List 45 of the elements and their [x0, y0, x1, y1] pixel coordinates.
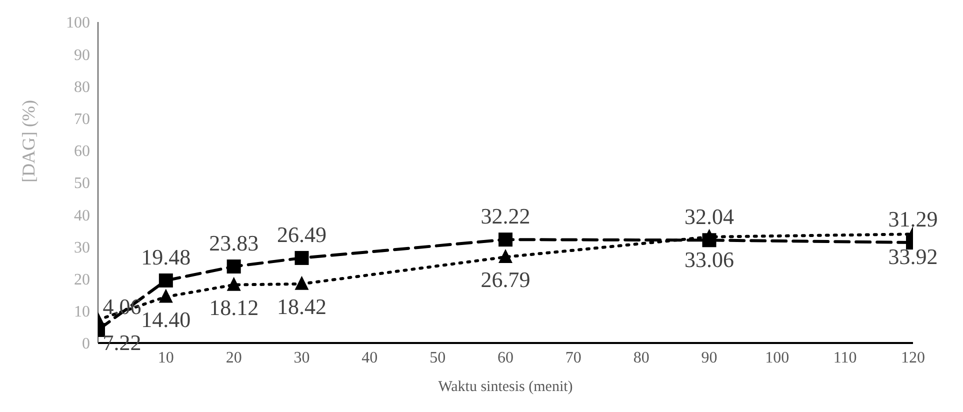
y-tick-label: 40 [74, 207, 90, 224]
x-tick-label: 40 [362, 349, 378, 366]
point [498, 232, 512, 247]
data-label: 18.12 [209, 294, 259, 320]
x-tick-label: 50 [430, 349, 446, 366]
x-tick-label: 90 [701, 349, 718, 366]
y-tick-label: 60 [74, 143, 90, 160]
point [498, 249, 512, 264]
point [226, 276, 241, 291]
point [294, 276, 309, 290]
y-tick-label: 20 [74, 271, 90, 288]
point [158, 288, 173, 303]
data-label: 14.40 [141, 306, 191, 332]
y-axis-title: [DAG] (%) [18, 100, 38, 182]
x-tick-label: 100 [765, 349, 790, 366]
y-tick-label: 70 [74, 110, 90, 128]
x-tick-label: 110 [833, 349, 857, 366]
y-tick-label: 10 [74, 304, 90, 321]
data-label: 18.42 [277, 294, 326, 319]
y-tick-label: 50 [74, 175, 90, 192]
x-tick-label: 30 [294, 349, 310, 366]
y-tick-label: 100 [66, 14, 90, 32]
y-tick-label: 30 [74, 239, 90, 256]
y-tick-label: 80 [74, 78, 90, 96]
x-tick-label: 60 [498, 349, 514, 366]
y-tick-label: 0 [82, 336, 90, 353]
data-label: 26.79 [480, 267, 530, 292]
x-tick-label: 80 [633, 349, 650, 366]
point [294, 250, 309, 265]
x-axis-title: Waktu sintesis (menit) [438, 379, 573, 395]
y-tick-label: 90 [74, 46, 90, 64]
point [226, 260, 241, 274]
data-label: 26.49 [277, 222, 326, 247]
data-label: 23.83 [209, 230, 259, 256]
data-label: 19.48 [141, 244, 191, 270]
x-tick-label: 10 [158, 349, 174, 366]
data-label: 32.22 [480, 204, 530, 229]
data-label: 32.04 [684, 204, 734, 230]
data-label: 31.29 [888, 206, 938, 232]
point [158, 273, 173, 288]
x-tick-label: 20 [226, 349, 242, 366]
x-tick-label: 120 [901, 349, 925, 366]
data-label: 33.06 [684, 246, 734, 272]
x-tick-label: 70 [565, 349, 582, 366]
data-label: 33.92 [888, 244, 938, 270]
